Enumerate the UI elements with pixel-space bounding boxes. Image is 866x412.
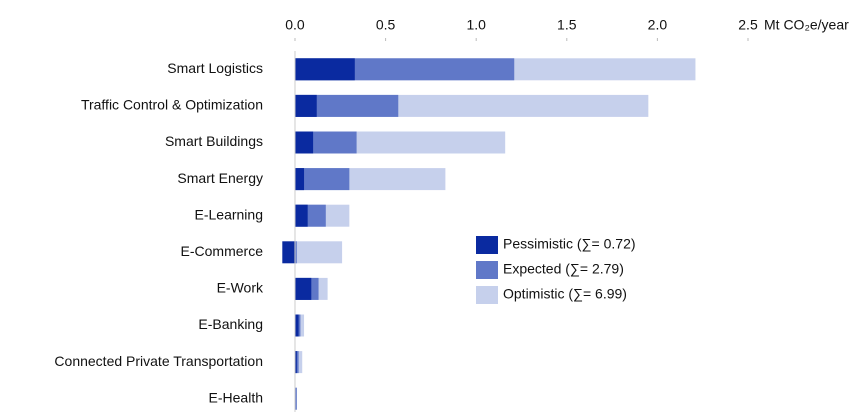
bar [294,58,355,81]
y-tick-label: Smart Buildings [165,133,263,149]
legend [468,228,668,308]
y-tick-label: E-Learning [195,206,264,222]
bar [294,351,303,374]
x-tick-label: 0.0 [285,17,305,33]
bar [294,94,317,117]
bar [294,131,314,154]
y-tick-label: E-Banking [198,316,263,332]
bar [294,168,350,191]
legend-label: Expected (∑= 2.79) [503,261,624,277]
x-tick-label: 2.5 [738,17,758,33]
y-tick-label: Traffic Control & Optimization [81,97,263,113]
bar [294,387,297,410]
bar [294,241,343,264]
bar [282,241,295,264]
y-tick-label: E-Work [217,280,264,296]
x-tick-label: 0.5 [376,17,396,33]
bar [294,241,297,264]
legend-label: Optimistic (∑= 6.99) [503,286,627,302]
bar [294,314,299,337]
x-tick-label: 1.0 [466,17,486,33]
bar [294,204,308,227]
legend-swatch [476,236,498,254]
legend-swatch [476,286,498,304]
bar [294,277,312,300]
y-tick-label: Smart Energy [177,170,263,186]
x-tick-label: 1.5 [557,17,577,33]
legend-label: Pessimistic (∑= 0.72) [503,236,636,252]
y-tick-label: E-Commerce [181,243,264,259]
x-tick-label: 2.0 [648,17,668,33]
y-tick-label: E-Health [209,389,263,405]
bar [294,94,399,117]
legend-swatch [476,261,498,279]
bar [294,351,297,374]
y-tick-label: Smart Logistics [167,60,263,76]
bar [294,168,305,191]
y-tick-label: Connected Private Transportation [54,353,263,369]
x-axis-label: Mt CO₂e/year [764,17,849,33]
